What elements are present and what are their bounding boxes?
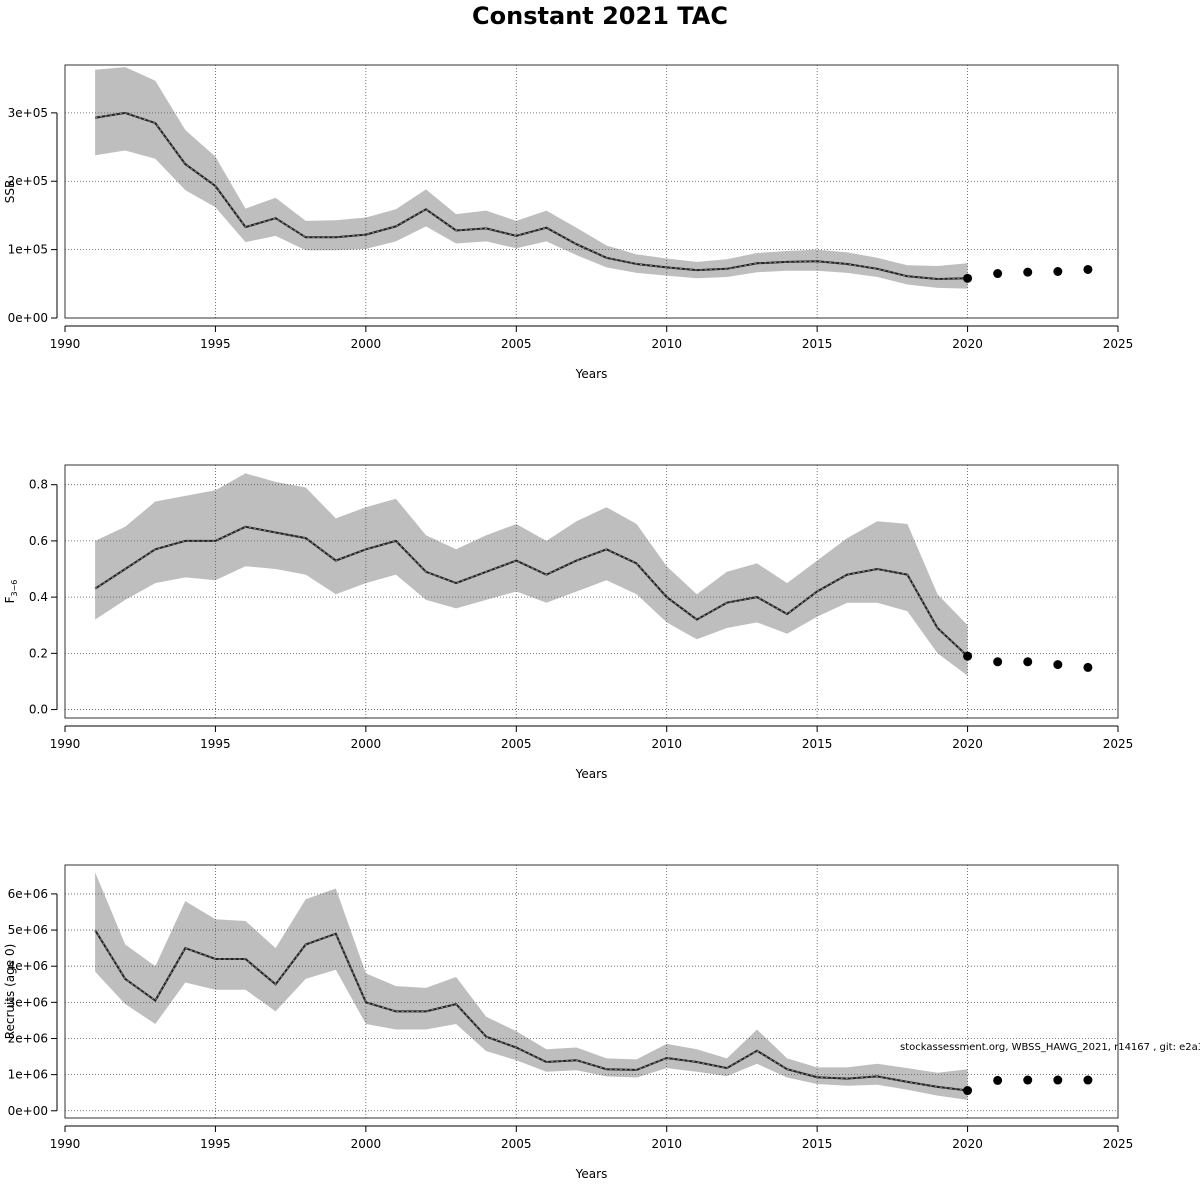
y-tick-label: 1e+05 bbox=[8, 243, 48, 257]
x-tick-label: 2020 bbox=[952, 337, 983, 351]
x-tick-label: 2010 bbox=[651, 337, 682, 351]
x-tick-label: 2025 bbox=[1103, 337, 1134, 351]
x-tick-label: 1995 bbox=[200, 737, 231, 751]
y-tick-label: 4e+06 bbox=[8, 959, 48, 973]
x-axis-title: Years bbox=[575, 367, 608, 381]
x-tick-label: 1990 bbox=[50, 737, 81, 751]
projection-point bbox=[1083, 662, 1093, 672]
projection-point bbox=[1023, 657, 1033, 667]
y-axis-title: SSB bbox=[3, 180, 17, 203]
x-tick-label: 2010 bbox=[651, 1137, 682, 1151]
y-axis-title: Recruits (age 0) bbox=[3, 944, 17, 1040]
y-axis-subscript: 3−6 bbox=[10, 580, 19, 597]
x-axis-title: Years bbox=[575, 767, 608, 781]
y-tick-label: 6e+06 bbox=[8, 887, 48, 901]
confidence-band bbox=[95, 67, 968, 289]
panel-1: 1990 1995 2000 2005 2010 2015 2020 2025 Years 0e+… bbox=[3, 64, 1134, 381]
y-tick-label: 2e+06 bbox=[8, 1031, 48, 1045]
projection-point bbox=[1083, 1075, 1093, 1085]
plot-frame bbox=[64, 464, 1119, 719]
confidence-band bbox=[95, 872, 968, 1100]
estimate-line-dash bbox=[94, 526, 968, 657]
x-tick-label: 2020 bbox=[952, 1137, 983, 1151]
projection-point bbox=[993, 269, 1003, 279]
panel-2: 1990 1995 2000 2005 2010 2015 2020 2025 Years 0.0… bbox=[3, 464, 1134, 781]
projection-point bbox=[1023, 267, 1033, 277]
projection-point bbox=[993, 657, 1003, 667]
x-tick-label: 2015 bbox=[802, 337, 833, 351]
projection-point bbox=[1053, 660, 1063, 670]
y-tick-label: 0e+00 bbox=[8, 1104, 48, 1118]
panel-3: 1990 1995 2000 2005 2010 2015 2020 2025 Years 0e+… bbox=[3, 864, 1134, 1181]
plot-frame bbox=[64, 864, 1119, 1119]
x-tick-label: 2015 bbox=[802, 737, 833, 751]
projection-point bbox=[993, 1075, 1003, 1085]
projection-point bbox=[1083, 264, 1093, 274]
y-tick-label: 0.8 bbox=[29, 478, 48, 492]
x-tick-label: 1990 bbox=[50, 337, 81, 351]
y-tick-label: 3e+06 bbox=[8, 995, 48, 1009]
x-tick-label: 2000 bbox=[351, 337, 382, 351]
y-tick-label: 2e+05 bbox=[8, 174, 48, 188]
projection-point bbox=[1053, 267, 1063, 277]
x-tick-label: 1990 bbox=[50, 1137, 81, 1151]
projection-point bbox=[963, 273, 973, 283]
projection-point bbox=[963, 1086, 973, 1096]
confidence-band bbox=[95, 473, 968, 676]
y-tick-label: 0.6 bbox=[29, 534, 48, 548]
projection-point bbox=[1053, 1075, 1063, 1085]
x-tick-label: 2000 bbox=[351, 1137, 382, 1151]
y-axis-title: F3−6 bbox=[3, 580, 19, 604]
y-tick-label: 0.2 bbox=[29, 646, 48, 660]
x-tick-label: 2005 bbox=[501, 1137, 532, 1151]
x-tick-label: 2025 bbox=[1103, 1137, 1134, 1151]
x-tick-label: 1995 bbox=[200, 1137, 231, 1151]
x-tick-label: 2025 bbox=[1103, 737, 1134, 751]
x-tick-label: 2005 bbox=[501, 737, 532, 751]
x-tick-label: 2010 bbox=[651, 737, 682, 751]
y-tick-label: 0.4 bbox=[29, 590, 48, 604]
plot-frame bbox=[64, 64, 1119, 319]
projection-point bbox=[1023, 1075, 1033, 1085]
estimate-line bbox=[94, 111, 968, 281]
x-tick-label: 2005 bbox=[501, 337, 532, 351]
x-tick-label: 2020 bbox=[952, 737, 983, 751]
y-tick-label: 1e+06 bbox=[8, 1068, 48, 1082]
source-annotation: stockassessment.org, WBSS_HAWG_2021, r14… bbox=[900, 1042, 1200, 1053]
x-axis-title: Years bbox=[575, 1167, 608, 1181]
projection-point bbox=[963, 651, 973, 661]
chart-title: Constant 2021 TAC bbox=[472, 2, 728, 30]
y-tick-label: 0.0 bbox=[29, 703, 48, 717]
y-tick-label: 3e+05 bbox=[8, 106, 48, 120]
x-tick-label: 1995 bbox=[200, 337, 231, 351]
x-tick-label: 2000 bbox=[351, 737, 382, 751]
y-tick-label: 5e+06 bbox=[8, 923, 48, 937]
estimate-line-dash bbox=[94, 929, 968, 1091]
x-tick-label: 2015 bbox=[802, 1137, 833, 1151]
y-tick-label: 0e+00 bbox=[8, 311, 48, 325]
